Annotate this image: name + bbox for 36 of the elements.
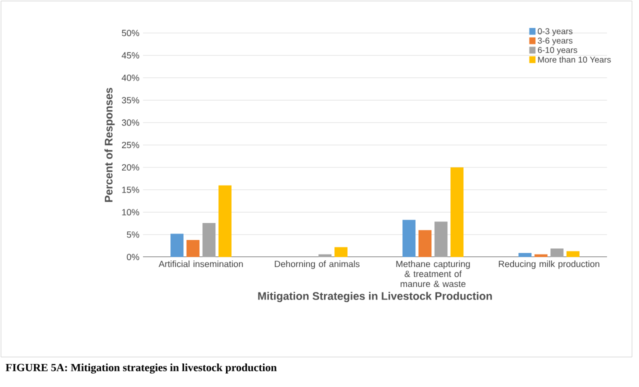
x-tick-label: Dehorning of animals bbox=[274, 260, 360, 269]
y-tick-label: 20% bbox=[122, 164, 140, 171]
y-tick-label: 50% bbox=[122, 30, 140, 36]
bar bbox=[418, 230, 432, 257]
bar bbox=[534, 254, 548, 257]
bar bbox=[202, 222, 216, 257]
x-tick-label: Artificial insemination bbox=[158, 260, 243, 268]
bar bbox=[518, 252, 532, 257]
y-tick-label: 0% bbox=[126, 254, 140, 260]
legend-label: More than 10 Years bbox=[538, 56, 611, 63]
bar bbox=[566, 251, 580, 257]
x-tick-label: Methane capturing & treatment of manure & waste bbox=[396, 260, 470, 288]
bar bbox=[170, 234, 184, 257]
bar bbox=[218, 185, 232, 257]
bar bbox=[434, 222, 448, 257]
legend-label: 6-10 years bbox=[538, 47, 578, 55]
caption: FIGURE 5A: Mitigation strategies in livestock production bbox=[6, 364, 277, 374]
y-tick-label: 15% bbox=[122, 186, 140, 193]
legend-label: 3-6 years bbox=[538, 38, 572, 46]
y-tick-label: 40% bbox=[122, 74, 140, 81]
bar bbox=[186, 240, 200, 257]
bar bbox=[318, 254, 332, 257]
y-tick-label: 30% bbox=[122, 119, 140, 126]
legend-label: 0-3 years bbox=[538, 28, 572, 36]
y-tick-label: 35% bbox=[122, 97, 140, 104]
bar bbox=[450, 167, 464, 257]
bar bbox=[334, 247, 348, 257]
y-tick-label: 10% bbox=[122, 209, 140, 216]
y-tick-label: 25% bbox=[122, 142, 140, 148]
y-tick-label: 45% bbox=[122, 52, 140, 59]
bar bbox=[402, 220, 416, 257]
bar bbox=[550, 248, 564, 257]
y-axis-title: Percent of Responses bbox=[104, 88, 115, 202]
x-axis-title: Mitigation Strategies in Livestock Production bbox=[258, 292, 492, 302]
x-tick-label: Reducing milk production bbox=[498, 260, 600, 269]
y-tick-label: 5% bbox=[126, 231, 140, 238]
